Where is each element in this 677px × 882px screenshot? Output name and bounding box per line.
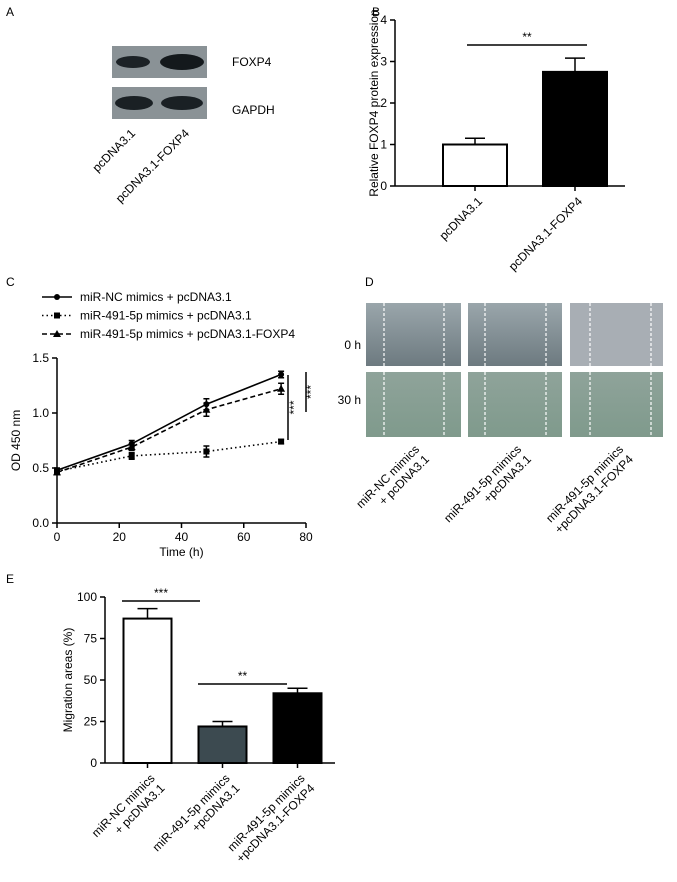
- marker: [128, 452, 135, 459]
- panel-label: B: [372, 5, 380, 19]
- marker: [54, 294, 60, 300]
- y-axis-label: OD 450 nm: [9, 410, 23, 471]
- x-tick-label: pcDNA3.1: [437, 194, 486, 243]
- bar: [197, 725, 248, 764]
- legend-label: miR-491-5p mimics + pcDNA3.1-FOXP4: [80, 327, 295, 341]
- x-tick-label: miR-491-5p mimics+pcDNA3.1: [150, 771, 243, 864]
- x-tick-label: 20: [113, 530, 127, 544]
- marker: [53, 468, 61, 476]
- x-tick-label: 80: [299, 530, 313, 544]
- marker: [278, 438, 285, 445]
- error-bar: [287, 687, 308, 700]
- y-tick-label: 2: [380, 96, 387, 110]
- x-tick-label: pcDNA3.1-FOXP4: [506, 194, 585, 273]
- bar: [442, 143, 508, 187]
- panel-label: E: [6, 572, 14, 586]
- y-tick-label: 0.0: [32, 516, 49, 530]
- x-tick-label: 60: [237, 530, 251, 544]
- y-tick-label: 3: [380, 55, 387, 69]
- bar: [122, 617, 173, 765]
- marker: [203, 448, 210, 455]
- panel-label: A: [6, 5, 14, 19]
- column-label: miR-491-5p mimics+pcDNA3.1-FOXP4: [542, 442, 636, 536]
- x-axis-label: Time (h): [159, 545, 203, 559]
- significance-label: ***: [304, 385, 318, 399]
- error-bar: [465, 137, 485, 152]
- y-tick-label: 100: [77, 590, 97, 604]
- marker: [127, 443, 136, 451]
- y-axis-label: Migration areas (%): [61, 628, 75, 733]
- legend-label: miR-491-5p mimics + pcDNA3.1: [80, 309, 252, 323]
- error-bar: [212, 720, 233, 733]
- lane-label: pcDNA3.1: [90, 126, 139, 175]
- series-line: [56, 440, 282, 473]
- band-label: GAPDH: [232, 103, 275, 117]
- significance-label: ***: [154, 586, 168, 600]
- column-label: miR-NC mimics+ pcDNA3.1: [353, 442, 432, 521]
- row-label: 0 h: [344, 338, 361, 352]
- y-tick-label: 1.0: [32, 406, 49, 420]
- error-bar: [565, 57, 585, 87]
- y-tick-label: 0: [90, 756, 97, 770]
- y-tick-label: 1: [380, 138, 387, 152]
- marker: [277, 384, 286, 392]
- series-line: [56, 388, 282, 474]
- y-axis-label: Relative FOXP4 protein expression: [367, 9, 381, 196]
- bar: [542, 70, 608, 187]
- y-tick-label: 0.5: [32, 461, 49, 475]
- marker: [54, 312, 60, 319]
- row-label: 30 h: [338, 393, 361, 407]
- wound-images: [366, 303, 663, 437]
- band-label: FOXP4: [232, 55, 272, 69]
- x-tick-label: miR-491-5p mimics+pcDNA3.1-FOXP4: [223, 771, 317, 865]
- y-tick-label: 25: [84, 715, 98, 729]
- error-bar: [137, 607, 158, 630]
- western-blot: [112, 46, 207, 119]
- column-label: miR-491-5p mimics+pcDNA3.1: [441, 442, 534, 535]
- bar: [272, 692, 323, 765]
- significance-label: **: [238, 669, 248, 683]
- x-tick-label: 0: [54, 530, 61, 544]
- marker: [202, 405, 211, 413]
- y-tick-label: 50: [84, 673, 98, 687]
- panel-label: D: [365, 275, 374, 289]
- panel-label: C: [6, 275, 15, 289]
- y-tick-label: 75: [84, 632, 98, 646]
- y-tick-label: 1.5: [32, 351, 49, 365]
- legend-label: miR-NC mimics + pcDNA3.1: [80, 290, 232, 304]
- marker: [53, 330, 61, 337]
- y-tick-label: 4: [380, 13, 387, 27]
- series-line: [56, 373, 282, 471]
- marker: [278, 371, 285, 378]
- significance-label: ***: [287, 400, 301, 414]
- x-tick-label: 40: [175, 530, 189, 544]
- y-tick-label: 0: [380, 179, 387, 193]
- significance-label: **: [522, 30, 532, 44]
